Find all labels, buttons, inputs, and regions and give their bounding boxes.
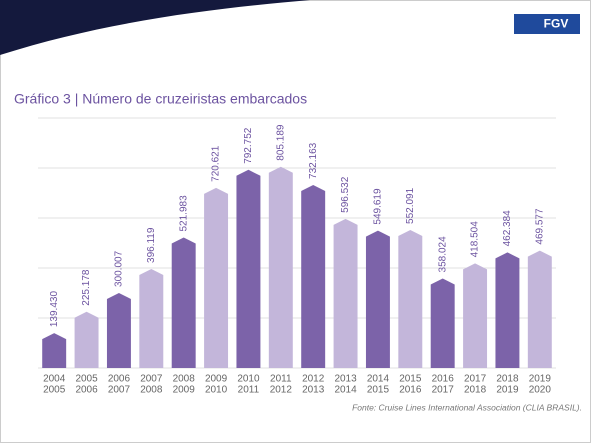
value-label: 358.024 — [437, 236, 448, 273]
x-tick-label: 2005 — [75, 374, 98, 385]
value-label: 521.983 — [178, 195, 189, 232]
x-tick-label: 2005 — [43, 385, 66, 396]
value-label: 418.504 — [470, 221, 481, 258]
bar — [365, 230, 390, 368]
x-tick-label: 2017 — [464, 374, 487, 385]
bar — [106, 292, 131, 368]
x-tick-label: 2018 — [496, 374, 519, 385]
bar — [268, 166, 293, 368]
value-label: 805.189 — [275, 124, 286, 161]
value-label: 720.621 — [211, 145, 222, 182]
bar — [333, 218, 358, 368]
bar — [236, 169, 261, 368]
x-tick-label: 2007 — [108, 385, 131, 396]
bar — [301, 184, 326, 368]
bar — [527, 250, 552, 368]
value-label: 549.619 — [373, 188, 384, 225]
x-tick-label: 2014 — [334, 385, 357, 396]
x-tick-label: 2012 — [270, 385, 293, 396]
value-label: 462.384 — [502, 210, 513, 247]
x-tick-label: 2016 — [399, 385, 422, 396]
bar — [463, 263, 488, 368]
chart-title: Gráfico 3 | Número de cruzeiristas embar… — [14, 91, 307, 107]
x-tick-label: 2006 — [75, 385, 98, 396]
header-swoosh — [0, 0, 310, 55]
x-tick-label: 2008 — [173, 374, 196, 385]
x-tick-label: 2018 — [464, 385, 487, 396]
bar — [430, 278, 455, 368]
logo: FGV — [544, 17, 569, 31]
x-tick-label: 2015 — [367, 385, 390, 396]
x-tick-label: 2017 — [432, 385, 455, 396]
x-tick-label: 2019 — [529, 374, 552, 385]
x-tick-label: 2010 — [237, 374, 260, 385]
x-tick-label: 2019 — [496, 385, 519, 396]
value-label: 552.091 — [405, 187, 416, 224]
x-tick-label: 2012 — [302, 374, 325, 385]
bar — [204, 187, 229, 368]
value-label: 225.178 — [81, 269, 92, 306]
value-label: 396.119 — [146, 227, 157, 263]
x-tick-label: 2008 — [140, 385, 163, 396]
x-tick-label: 2006 — [108, 374, 131, 385]
x-tick-label: 2020 — [529, 385, 552, 396]
bar — [495, 252, 520, 368]
bar — [42, 333, 67, 368]
value-label: 300.007 — [114, 250, 125, 287]
value-label: 596.532 — [340, 176, 351, 213]
value-label: 792.752 — [243, 127, 254, 164]
logo-box — [514, 14, 580, 34]
bar — [74, 311, 99, 368]
source: Fonte: Cruise Lines International Associ… — [352, 402, 582, 412]
x-tick-label: 2015 — [399, 374, 422, 385]
x-tick-label: 2010 — [205, 385, 228, 396]
bar — [139, 268, 164, 368]
x-tick-label: 2009 — [205, 374, 228, 385]
bar — [171, 237, 196, 368]
x-tick-label: 2014 — [367, 374, 390, 385]
x-tick-label: 2011 — [270, 374, 292, 385]
x-tick-label: 2009 — [173, 385, 196, 396]
x-tick-label: 2013 — [334, 374, 357, 385]
value-label: 469.577 — [534, 208, 545, 245]
x-tick-label: 2016 — [432, 374, 455, 385]
x-tick-label: 2011 — [238, 385, 260, 396]
x-tick-label: 2013 — [302, 385, 325, 396]
bar — [398, 229, 423, 368]
x-tick-label: 2007 — [140, 374, 163, 385]
value-label: 732.163 — [308, 142, 319, 179]
value-label: 139.430 — [49, 291, 60, 328]
x-tick-label: 2004 — [43, 374, 66, 385]
